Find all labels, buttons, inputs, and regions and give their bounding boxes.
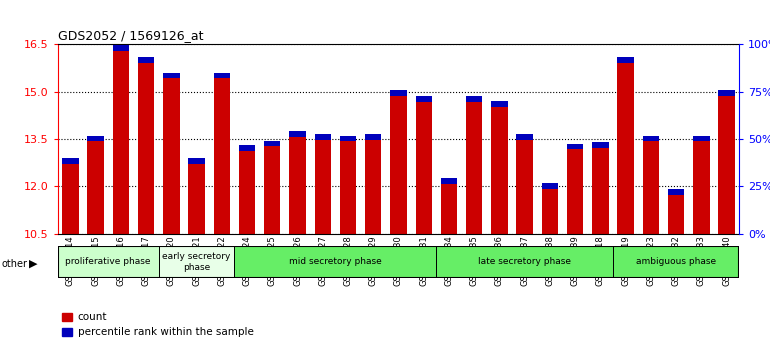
- Text: ▶: ▶: [28, 259, 37, 269]
- Text: late secretory phase: late secretory phase: [478, 257, 571, 267]
- Bar: [618, 57, 634, 63]
- Bar: [62, 158, 79, 234]
- Bar: [390, 90, 407, 234]
- Bar: [567, 144, 584, 149]
- Text: proliferative phase: proliferative phase: [65, 257, 151, 267]
- Bar: [58, 246, 159, 278]
- Bar: [112, 45, 129, 51]
- Bar: [643, 136, 659, 142]
- Bar: [340, 136, 357, 234]
- Bar: [290, 131, 306, 234]
- Bar: [290, 131, 306, 137]
- Bar: [138, 57, 154, 63]
- Bar: [138, 57, 154, 234]
- Bar: [189, 158, 205, 234]
- Bar: [88, 136, 104, 234]
- Bar: [567, 144, 584, 234]
- Bar: [390, 90, 407, 96]
- Bar: [718, 90, 735, 234]
- Bar: [440, 178, 457, 184]
- Text: mid secretory phase: mid secretory phase: [289, 257, 382, 267]
- Bar: [340, 136, 357, 142]
- Bar: [592, 142, 608, 234]
- Bar: [213, 73, 230, 234]
- Bar: [239, 145, 255, 151]
- Bar: [517, 134, 533, 140]
- Bar: [668, 189, 685, 234]
- Bar: [416, 96, 432, 102]
- Bar: [517, 134, 533, 234]
- Bar: [592, 142, 608, 148]
- Bar: [693, 136, 709, 234]
- Bar: [315, 134, 331, 140]
- Bar: [213, 73, 230, 78]
- Bar: [542, 183, 558, 189]
- Bar: [440, 178, 457, 234]
- Bar: [466, 96, 482, 102]
- Bar: [189, 158, 205, 164]
- Bar: [234, 246, 437, 278]
- Bar: [88, 136, 104, 142]
- Text: early secretory
phase: early secretory phase: [162, 252, 231, 272]
- Bar: [613, 246, 739, 278]
- Bar: [618, 57, 634, 234]
- Bar: [264, 141, 280, 146]
- Bar: [718, 90, 735, 96]
- Bar: [542, 183, 558, 234]
- Text: ambiguous phase: ambiguous phase: [636, 257, 716, 267]
- Bar: [315, 134, 331, 234]
- Text: other: other: [2, 259, 28, 269]
- Bar: [416, 96, 432, 234]
- Bar: [163, 73, 179, 234]
- Bar: [159, 246, 234, 278]
- Bar: [437, 246, 613, 278]
- Bar: [491, 101, 507, 234]
- Bar: [365, 134, 381, 140]
- Legend: count, percentile rank within the sample: count, percentile rank within the sample: [58, 308, 258, 342]
- Bar: [668, 189, 685, 195]
- Bar: [239, 145, 255, 234]
- Bar: [491, 101, 507, 107]
- Bar: [643, 136, 659, 234]
- Bar: [365, 134, 381, 234]
- Bar: [264, 141, 280, 234]
- Bar: [693, 136, 709, 142]
- Bar: [62, 158, 79, 164]
- Bar: [163, 73, 179, 78]
- Bar: [112, 45, 129, 234]
- Text: GDS2052 / 1569126_at: GDS2052 / 1569126_at: [58, 29, 203, 42]
- Bar: [466, 96, 482, 234]
